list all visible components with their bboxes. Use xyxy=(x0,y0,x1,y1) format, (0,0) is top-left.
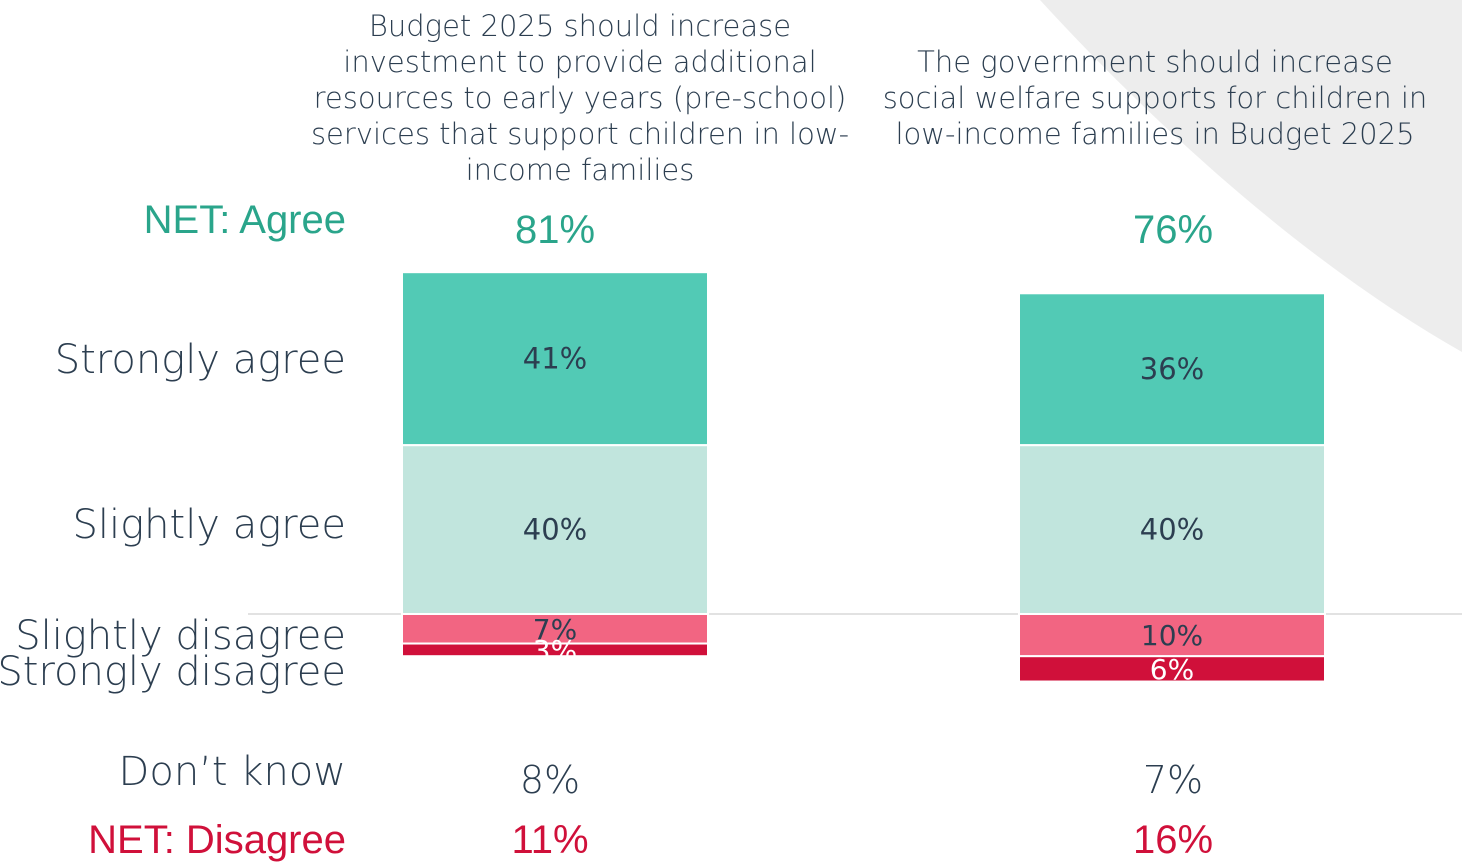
net-disagree-value: 11% xyxy=(511,818,589,862)
strongly-disagree-data-label: 6% xyxy=(1150,653,1194,686)
strongly-disagree-bar xyxy=(1018,655,1326,683)
slightly-agree-data-label: 40% xyxy=(523,513,587,547)
net-agree-value: 81% xyxy=(514,208,596,252)
dont-know-label: Don’t know xyxy=(118,749,346,795)
net-agree-label: NET: Agree xyxy=(143,198,346,242)
strongly-disagree-bar xyxy=(401,642,709,658)
net-disagree-value: 16% xyxy=(1132,818,1214,862)
slightly-disagree-bar xyxy=(401,613,709,645)
slightly-agree-data-label: 40% xyxy=(1140,513,1204,547)
strongly-agree-bar xyxy=(401,271,709,447)
slightly-disagree-data-label: 7% xyxy=(533,613,577,646)
column-title-2: The government should increase social we… xyxy=(882,45,1428,151)
strongly-disagree-data-label: 3% xyxy=(533,634,577,667)
slightly-disagree-label: Slightly disagree xyxy=(15,613,346,659)
dont-know-value: 8% xyxy=(519,758,581,802)
strongly-disagree-label: Strongly disagree xyxy=(0,649,346,695)
slightly-agree-bar xyxy=(1018,444,1326,616)
strongly-agree-bar xyxy=(1018,292,1326,447)
slightly-agree-label: Slightly agree xyxy=(72,502,346,548)
slightly-disagree-data-label: 10% xyxy=(1141,619,1203,652)
strongly-agree-data-label: 41% xyxy=(523,342,587,376)
strongly-agree-label: Strongly agree xyxy=(54,337,346,383)
net-disagree-label: NET: Disagree xyxy=(88,818,346,862)
net-agree-value: 76% xyxy=(1132,208,1214,252)
strongly-agree-data-label: 36% xyxy=(1140,352,1204,386)
column-title-1: Budget 2025 should increase investment t… xyxy=(310,9,850,187)
dont-know-value: 7% xyxy=(1142,758,1204,802)
slightly-disagree-bar xyxy=(1018,613,1326,658)
slightly-agree-bar xyxy=(401,444,709,616)
